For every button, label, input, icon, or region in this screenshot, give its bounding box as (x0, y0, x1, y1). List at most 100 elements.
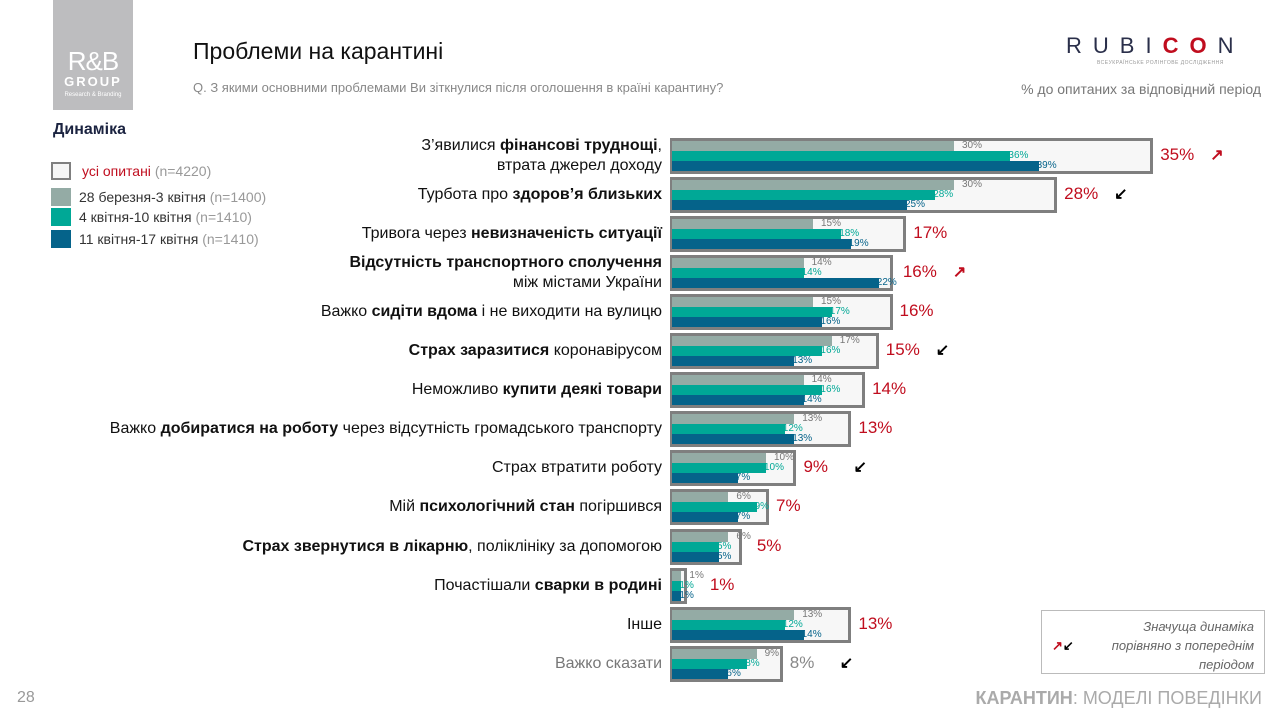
label-line2: втрата джерел доходу (496, 157, 662, 174)
week-bar-2 (672, 346, 823, 357)
week-value-label: 14% (801, 394, 822, 406)
brand-pre: RUBI (1066, 33, 1163, 58)
rubicon-logo: RUBICON (1066, 33, 1244, 59)
week-bar-3 (672, 239, 851, 250)
week-bar-3 (672, 434, 795, 445)
rb-group-logo: R&B GROUP Research & Branding (53, 0, 133, 110)
week-bar-1 (672, 375, 804, 386)
legend-swatch (51, 230, 71, 248)
footer-title: КАРАНТИН: МОДЕЛІ ПОВЕДІНКИ (975, 688, 1262, 709)
week-bar-2 (672, 229, 842, 240)
legend-item-w2: 4 квітня-10 квітня (n=1410) (51, 208, 252, 226)
row-label: Важко сказати (555, 654, 662, 674)
arrow-down-icon: ↙ (839, 654, 854, 672)
percent-note: % до опитаних за відповідний період (1021, 81, 1261, 97)
legend-label: 11 квітня-17 квітня (79, 231, 199, 247)
week-value-label: 39% (1036, 160, 1057, 171)
week-bar-2 (672, 190, 936, 201)
legend-heading: Динаміка (53, 121, 126, 138)
row-label: Турбота про здоров’я близьких (418, 185, 662, 205)
legend-n: (n=4220) (154, 163, 212, 179)
week-value-label: 12% (782, 618, 803, 630)
legend-n: (n=1410) (202, 231, 259, 247)
label-line2: між містами України (512, 274, 662, 292)
arrow-down-icon: ↙ (1114, 186, 1128, 204)
label-segment: , поліклініку за допомогою (468, 537, 662, 555)
week-value-label: 6% (726, 667, 741, 679)
week-value-label: 16% (820, 384, 841, 396)
arrow-up-icon: ↗ (952, 264, 967, 282)
week-value-label: 8% (745, 657, 760, 669)
week-bar-1 (672, 648, 757, 659)
week-bar-1 (672, 531, 729, 542)
row-label: Тривога через невизначеність ситуації (362, 224, 662, 244)
week-bar-2 (672, 151, 1011, 161)
logo-line1: R&B (67, 46, 119, 76)
week-bar-2 (672, 619, 785, 630)
label-segment: Тривога через (361, 225, 471, 243)
total-value: 17% (913, 223, 948, 243)
total-value: 13% (858, 418, 893, 438)
week-bar-2 (672, 307, 832, 318)
week-value-label: 7% (735, 472, 751, 484)
week-bar-1 (672, 141, 954, 151)
week-value-label: 15% (821, 218, 842, 230)
label-segment: і не виходити на вулицю (477, 303, 662, 321)
footer-bold: КАРАНТИН (975, 688, 1073, 708)
week-value-label: 6% (736, 530, 751, 542)
week-bar-3 (672, 512, 738, 523)
week-bar-1 (672, 219, 813, 230)
label-segment: Страх заразитися (408, 342, 550, 360)
arrow-down-icon: ↙ (853, 459, 867, 477)
label-segment: Почастішали (434, 576, 535, 594)
row-label: Відсутність транспортного сполучення між … (349, 253, 662, 293)
total-value: 16% (899, 301, 934, 321)
week-bar-3 (672, 473, 738, 484)
legend-n: (n=1410) (195, 209, 252, 225)
week-value-label: 14% (811, 374, 832, 386)
total-value: 14% (872, 379, 907, 399)
label-segment: через відсутність громадського транспорт… (338, 420, 662, 438)
page-number: 28 (17, 689, 35, 706)
week-bar-3 (672, 668, 729, 679)
label-segment: добиратися на роботу (160, 420, 339, 438)
brand-red: CO (1162, 33, 1218, 58)
label-segment: Відсутність транспортного сполучення (349, 254, 662, 272)
label-segment: купити деякі товари (502, 381, 662, 399)
note-line3: періодом (1198, 657, 1254, 672)
week-value-label: 1% (679, 579, 694, 591)
legend-label: 28 березня-3 квітня (79, 189, 206, 205)
total-value: 13% (858, 613, 893, 633)
week-value-label: 13% (792, 433, 813, 445)
label-segment: фінансові труднощі (500, 137, 658, 154)
week-bar-1 (672, 336, 832, 347)
total-value: 35% (1160, 145, 1195, 164)
week-bar-3 (672, 161, 1039, 171)
week-value-label: 16% (820, 345, 841, 357)
week-value-label: 5% (717, 550, 732, 562)
row-label: Почастішали сварки в родині (434, 576, 662, 596)
week-bar-2 (672, 463, 766, 474)
legend-swatch (51, 208, 71, 226)
row-label: Важко добиратися на роботу через відсутн… (110, 419, 662, 439)
week-value-label: 30% (962, 140, 983, 151)
arrow-down-icon: ↙ (935, 342, 950, 360)
week-bar-2 (672, 541, 719, 552)
total-value: 8% (789, 652, 815, 672)
label-segment: сидіти вдома (371, 303, 478, 321)
legend-label: усі опитані (82, 163, 151, 179)
note-line2: порівняно з попереднім (1111, 638, 1254, 653)
significance-note: Значуща динаміка ↗ ↙ порівняно з попередні… (1041, 610, 1265, 674)
arrow-down-icon: ↙ (1062, 638, 1074, 653)
week-bar-2 (672, 580, 682, 591)
footer-rest: : МОДЕЛІ ПОВЕДІНКИ (1072, 688, 1262, 708)
week-bar-3 (672, 200, 907, 211)
week-value-label: 6% (736, 491, 751, 503)
note-line1: Значуща динаміка (1143, 619, 1254, 634)
total-value: 9% (803, 457, 829, 477)
label-segment: здоров’я близьких (512, 186, 662, 204)
week-value-label: 17% (829, 306, 850, 318)
label-segment: Страх втратити роботу (491, 459, 662, 477)
week-bar-3 (672, 317, 823, 328)
label-segment: Неможливо (411, 381, 503, 399)
